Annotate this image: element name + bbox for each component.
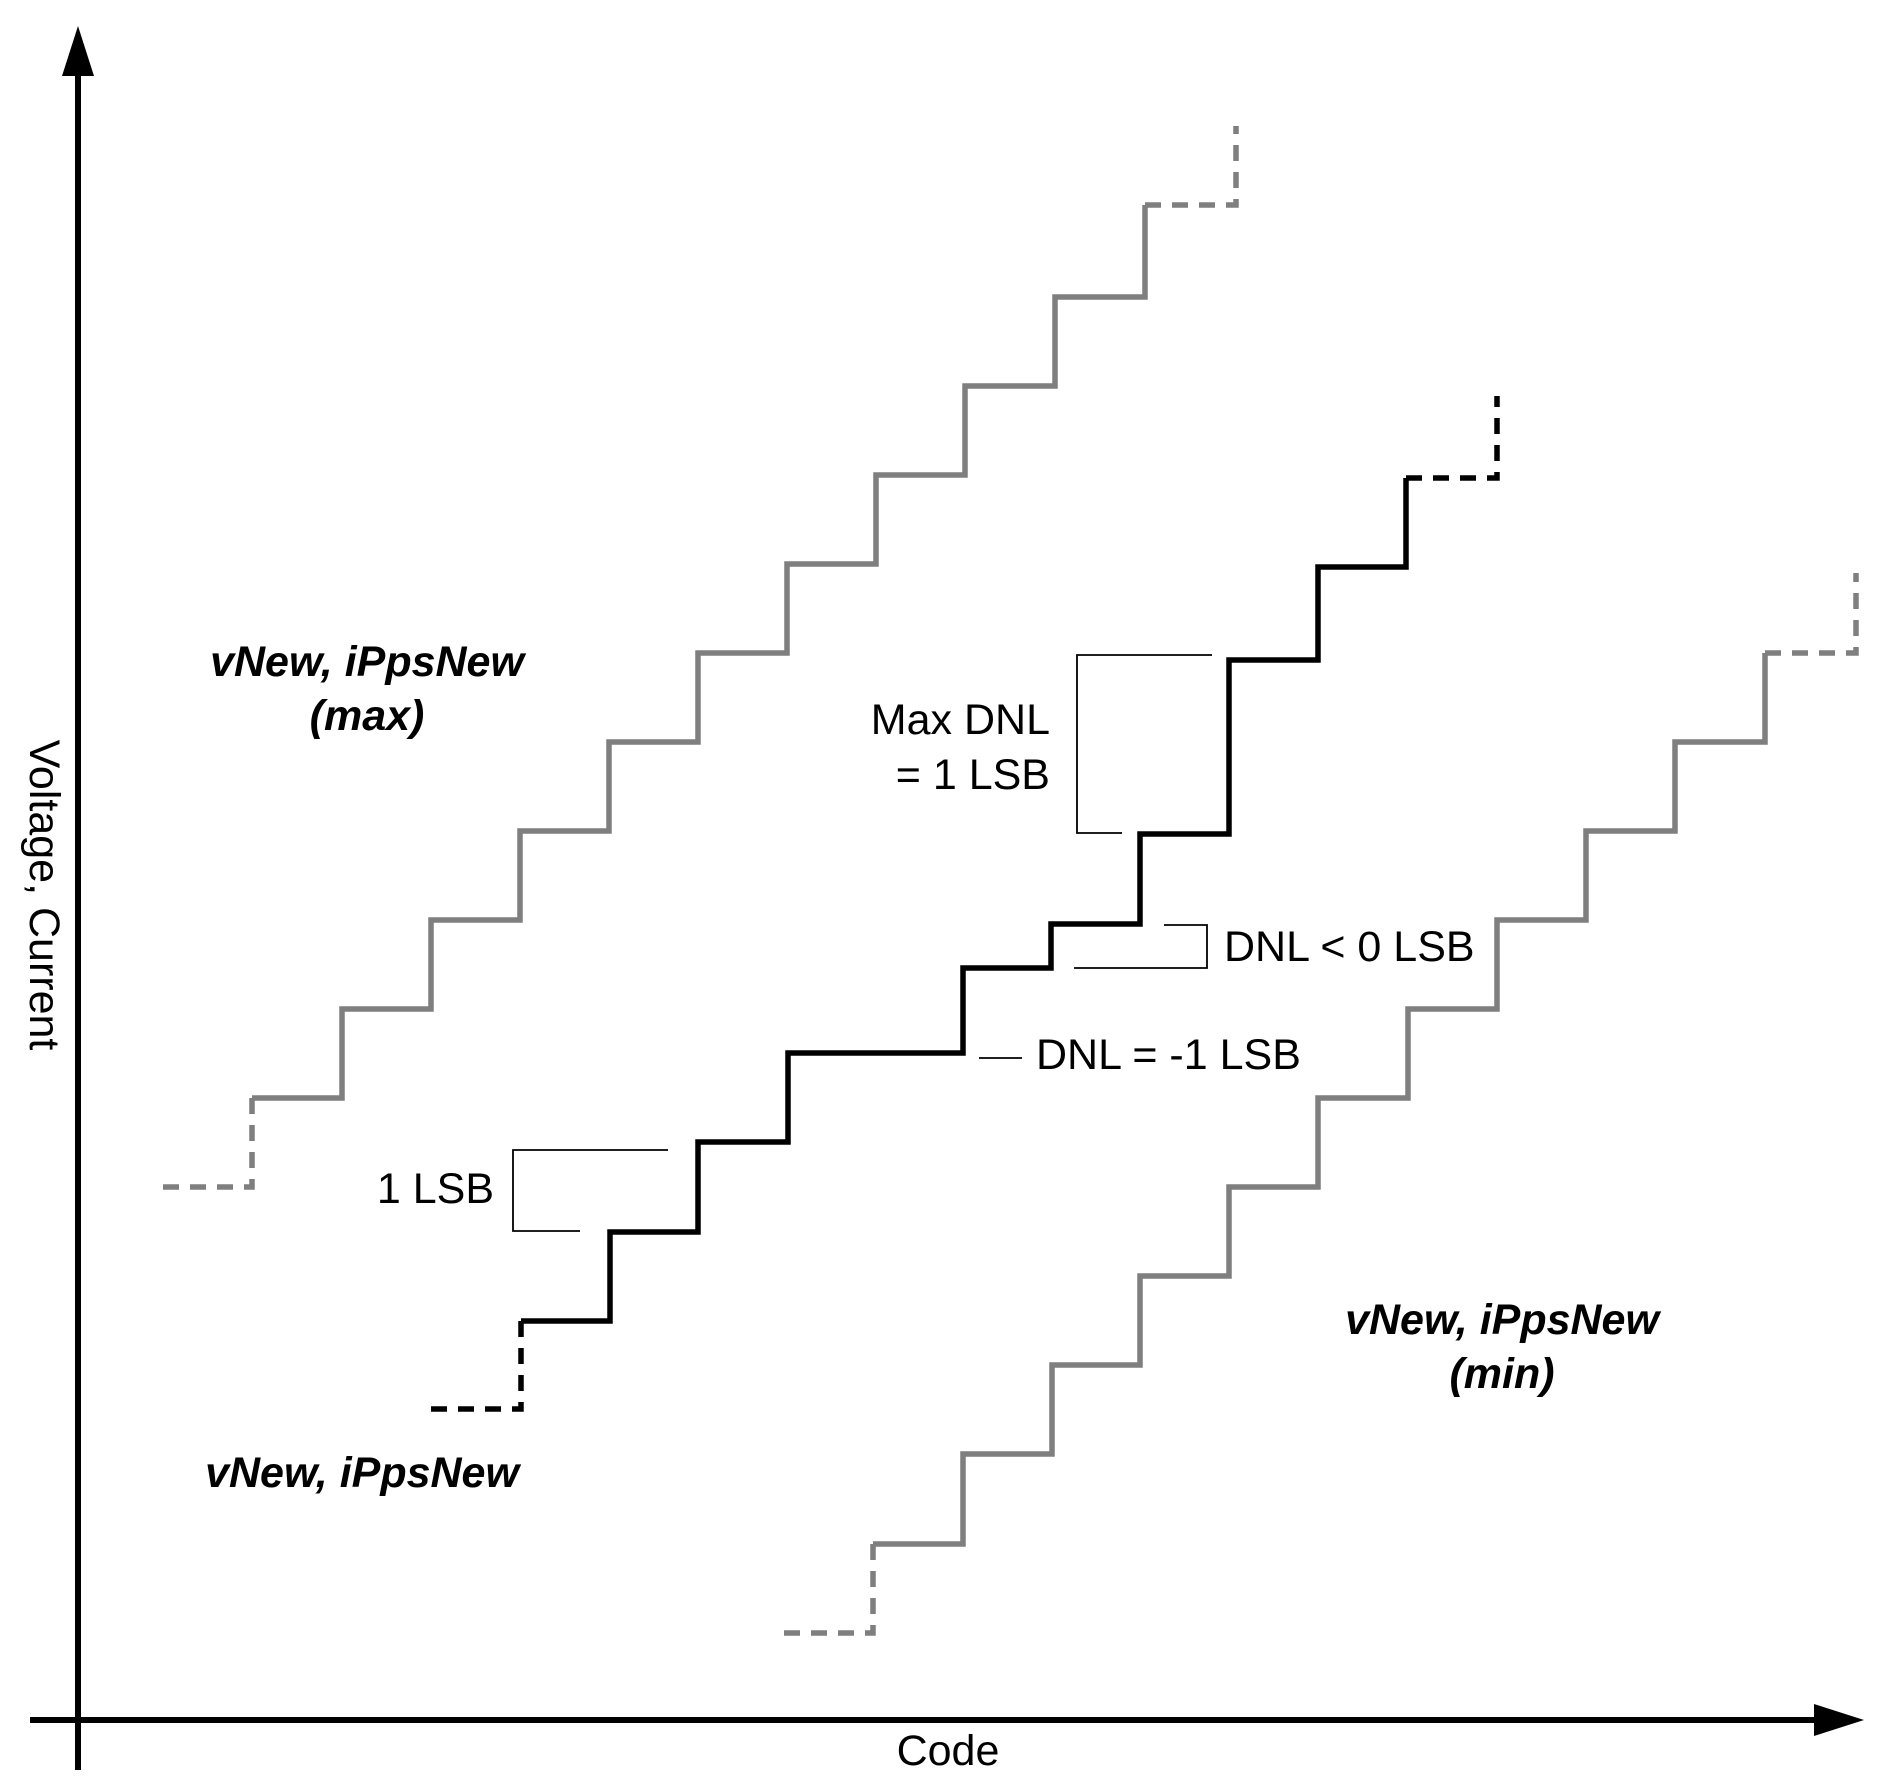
axes xyxy=(30,26,1864,1770)
labels: Code Voltage, Current vNew, iPpsNew (max… xyxy=(20,638,1661,1775)
max-dnl-bracket xyxy=(1076,654,1212,834)
y-axis-label: Voltage, Current xyxy=(20,740,68,1051)
series-min-label-line1: vNew, iPpsNew xyxy=(1345,1296,1661,1344)
one-lsb-bracket xyxy=(512,1149,668,1232)
series-nominal-label: vNew, iPpsNew xyxy=(205,1449,521,1497)
series-max-dashed-start xyxy=(163,1098,255,1190)
y-axis-arrowhead xyxy=(62,26,94,76)
series-max-label-line1: vNew, iPpsNew xyxy=(210,638,526,686)
series-min-dashed-start xyxy=(784,1544,876,1636)
dnl-minus-one-label: DNL = -1 LSB xyxy=(1036,1031,1301,1079)
x-axis-label: Code xyxy=(897,1727,1000,1775)
dnl-lt-zero-label: DNL < 0 LSB xyxy=(1224,923,1475,971)
series-min-staircase xyxy=(784,573,1859,1636)
series-min-dashed-end xyxy=(1765,573,1859,656)
series-max-label-line2: (max) xyxy=(310,692,425,740)
annotation-brackets xyxy=(512,654,1212,1232)
series-nominal-steps xyxy=(521,478,1409,1324)
series-max-steps xyxy=(252,205,1148,1101)
series-min-steps xyxy=(873,653,1768,1547)
one-lsb-label: 1 LSB xyxy=(377,1165,494,1213)
max-dnl-label-line1: Max DNL xyxy=(871,696,1050,744)
series-min-label-line2: (min) xyxy=(1449,1350,1554,1398)
series-nominal-dashed-start xyxy=(431,1321,524,1412)
dnl-lt-zero-bracket xyxy=(1074,924,1208,969)
series-max-staircase xyxy=(163,126,1239,1190)
x-axis-arrowhead xyxy=(1814,1704,1864,1736)
series-nominal-dashed-end xyxy=(1406,396,1500,481)
series-max-dashed-end xyxy=(1145,126,1239,208)
max-dnl-label-line2: = 1 LSB xyxy=(896,751,1050,799)
series-nominal-staircase xyxy=(431,396,1500,1412)
